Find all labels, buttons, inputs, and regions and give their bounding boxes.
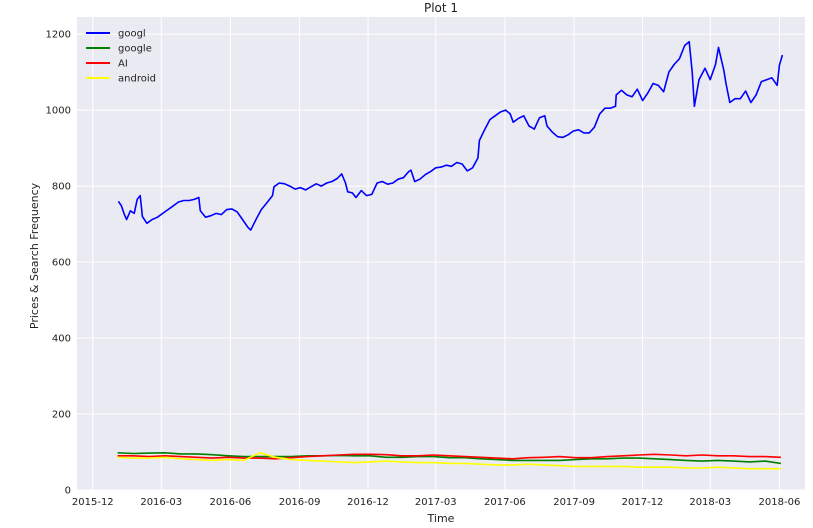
y-axis-title: Prices & Search Frequency [28,182,41,329]
x-axis-title: Time [427,512,455,525]
y-tick-label: 800 [52,182,71,193]
y-tick-label: 0 [65,486,71,497]
y-tick-label: 600 [52,258,71,269]
series-lines [117,40,784,470]
y-tick-labels: 0 200 400 600 800 1000 1200 [46,30,71,497]
legend-label: AI [118,59,128,70]
x-tick-label: 2016-12 [347,497,389,508]
x-tick-label: 2017-09 [553,497,595,508]
grid [77,17,805,491]
series-line-ai [117,453,781,460]
legend-label: googl [118,29,146,40]
legend: googl google AI android [86,29,156,85]
y-tick-label: 1200 [46,30,71,41]
chart-title: Plot 1 [424,1,458,15]
series-line-googl [117,40,784,231]
plot-area [77,17,805,490]
legend-label: google [118,44,152,55]
y-tick-label: 1000 [46,106,71,117]
legend-label: android [118,74,156,85]
x-tick-label: 2017-12 [622,497,664,508]
x-tick-labels: 2015-12 2016-03 2016-06 2016-09 2016-12 2017-… [72,497,800,508]
x-tick-label: 2016-09 [279,497,321,508]
x-tick-label: 2016-03 [140,497,182,508]
x-tick-label: 2018-03 [689,497,731,508]
y-tick-label: 200 [52,410,71,421]
x-tick-label: 2015-12 [72,497,114,508]
x-tick-label: 2016-06 [210,497,252,508]
y-tick-label: 400 [52,334,71,345]
series-line-google [117,451,782,465]
x-tick-label: 2017-06 [484,497,526,508]
x-tick-label: 2017-03 [415,497,457,508]
series-line-android [117,451,781,470]
x-tick-label: 2018-06 [759,497,801,508]
